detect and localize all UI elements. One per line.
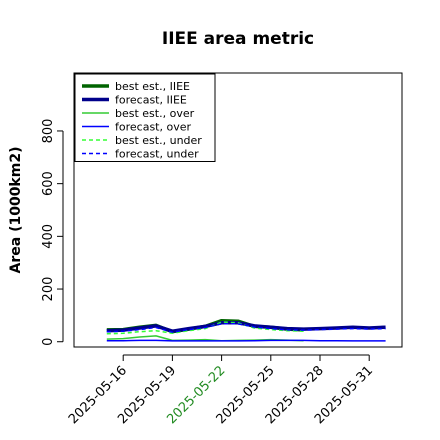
legend-label: forecast, IIEE: [115, 94, 187, 107]
legend-box: [74, 73, 216, 162]
x-axis: 2025-05-162025-05-192025-05-222025-05-25…: [66, 354, 376, 427]
y-axis-label: Area (1000km2): [8, 147, 24, 274]
y-tick-label: 800: [41, 119, 56, 144]
legend-label: best est., IIEE: [115, 80, 190, 93]
series-line-2: [106, 321, 386, 333]
chart-title: IIEE area metric: [162, 29, 314, 49]
y-tick-label: 0: [41, 338, 56, 346]
legend-label: best est., under: [115, 134, 202, 147]
legend-label: best est., over: [115, 107, 195, 120]
plot-frame: [73, 72, 403, 348]
y-tick-label: 600: [41, 171, 56, 196]
series-line-6: [106, 323, 386, 333]
legend-label: forecast, over: [115, 121, 191, 134]
y-tick-label: 400: [41, 224, 56, 249]
series-group: [106, 318, 386, 342]
y-axis: 0 200 400 600 800: [41, 119, 64, 346]
plot-area: [73, 72, 403, 348]
series-line-3: [106, 335, 304, 342]
series-line-5: [106, 321, 304, 335]
y-tick-label: 200: [41, 277, 56, 302]
series-line-4: [106, 339, 386, 342]
legend-label: forecast, under: [115, 148, 199, 161]
